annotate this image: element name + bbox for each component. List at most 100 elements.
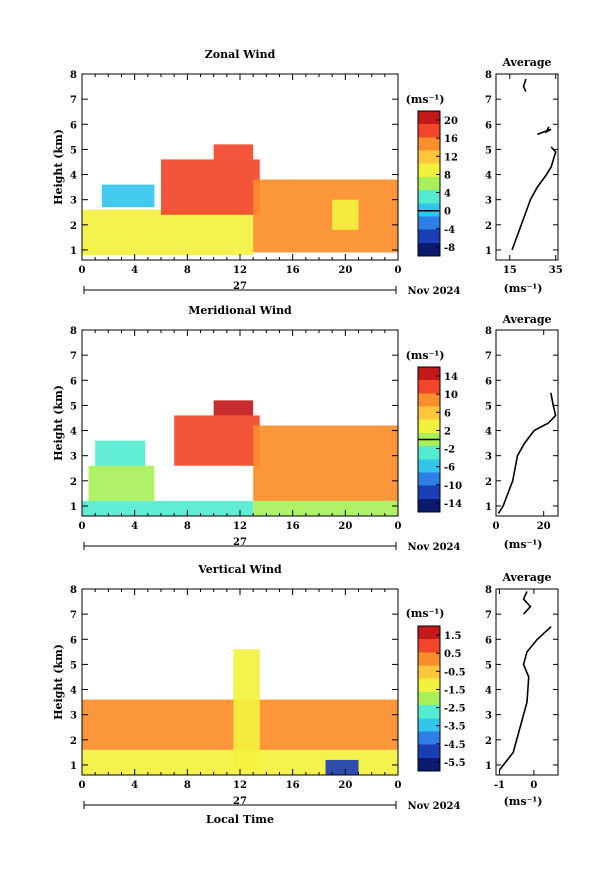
profile-y-tick-label: 5	[485, 145, 492, 156]
heatmap-cell	[253, 425, 398, 501]
profile-curve	[498, 626, 552, 771]
y-tick-label: 5	[70, 145, 77, 156]
profile-title: Average	[501, 313, 551, 326]
colorbar-tick-label: -0.5	[444, 667, 466, 678]
profile-y-tick-label: 7	[485, 610, 492, 621]
heatmap-cells	[82, 144, 398, 255]
colorbar-gradient	[417, 625, 441, 772]
profile-curve	[522, 591, 532, 615]
y-tick-label: 5	[70, 660, 77, 671]
colorbar-unit: (ms⁻¹)	[406, 349, 445, 362]
profile-curve	[537, 126, 552, 136]
heatmap-cell	[174, 415, 260, 466]
profile-frame	[495, 588, 559, 776]
colorbar-tick-label: 4	[444, 189, 451, 200]
profile-y-tick-label: 1	[485, 502, 492, 513]
colorbar-tick-label: 8	[444, 170, 451, 181]
colorbar-tick-label: 14	[444, 372, 458, 383]
x-tick-label: 0	[395, 780, 402, 791]
profile-x-tick-label: 20	[537, 521, 551, 532]
profile-title: Average	[501, 571, 551, 584]
heatmap-cells	[82, 400, 398, 516]
profile-y-tick-label: 5	[485, 660, 492, 671]
x-axis-label: Local Time	[206, 813, 274, 826]
y-tick-label: 6	[70, 376, 77, 387]
profile-plot: 1 2 3 4 5 6 7 8 15 35	[485, 70, 563, 276]
y-tick-label: 7	[70, 351, 77, 362]
colorbar-tick-label: -8	[444, 243, 455, 254]
y-tick-label: 4	[70, 427, 77, 438]
profile-y-tick-label: 8	[485, 326, 492, 337]
y-tick-label: 7	[70, 610, 77, 621]
y-tick-label: 7	[70, 95, 77, 106]
colorbar-tick-label: 0	[444, 207, 451, 218]
heatmap-cell	[101, 184, 155, 208]
heatmap-cell	[253, 500, 398, 516]
date-right-label: Nov 2024	[408, 542, 461, 553]
profile-y-tick-label: 3	[485, 196, 492, 207]
y-tick-label: 4	[70, 686, 77, 697]
heatmap-cell	[95, 440, 146, 466]
heatmap-cell	[82, 209, 254, 255]
colorbar-tick-label: -2.5	[444, 704, 466, 715]
profile-y-tick-label: 3	[485, 452, 492, 463]
heatmap-cell	[213, 400, 254, 416]
profile-y-tick-label: 8	[485, 70, 492, 81]
x-tick-label: 20	[338, 521, 352, 532]
profile-frame	[495, 73, 559, 261]
colorbar-tick-label: 10	[444, 390, 458, 401]
profile-title: Average	[501, 56, 551, 69]
y-axis-label: Height (km)	[52, 385, 65, 461]
x-tick-label: 12	[233, 265, 247, 276]
chart-title: Vertical Wind	[197, 563, 282, 576]
profile-curve	[522, 78, 527, 92]
y-tick-label: 5	[70, 401, 77, 412]
profile-xlabel: (ms⁻¹)	[504, 795, 543, 808]
x-tick-label: 0	[79, 780, 86, 791]
colorbar-tick-label: -2	[444, 445, 455, 456]
profile-curve	[497, 392, 557, 514]
date-label: 27	[233, 537, 247, 548]
date-axis-caps	[83, 286, 397, 294]
x-tick-label: 12	[233, 521, 247, 532]
colorbar-tick-label: 6	[444, 408, 451, 419]
y-tick-label: 8	[70, 326, 77, 337]
profile-frame	[495, 329, 559, 517]
x-tick-label: 8	[184, 265, 191, 276]
colorbar: 14 10 6 2 -2 -6 -10 -14	[417, 366, 462, 513]
chart-title: Meridional Wind	[188, 304, 292, 317]
colorbar-tick-label: 20	[444, 116, 458, 127]
heatmap-cell	[332, 199, 359, 230]
y-tick-label: 3	[70, 196, 77, 207]
x-tick-label: 12	[233, 780, 247, 791]
colorbar-tick-label: 16	[444, 134, 458, 145]
heatmap-cell	[161, 159, 260, 215]
profile-x-tick-label: 35	[549, 265, 563, 276]
heatmap-cell	[213, 144, 254, 160]
x-tick-label: 4	[131, 521, 138, 532]
profile-x-tick-label: -1	[494, 780, 505, 791]
profile-y-tick-label: 4	[485, 171, 492, 182]
y-tick-label: 8	[70, 585, 77, 596]
y-tick-label: 6	[70, 635, 77, 646]
profile-y-tick-label: 6	[485, 120, 492, 131]
y-tick-label: 8	[70, 70, 77, 81]
profile-y-tick-label: 2	[485, 477, 492, 488]
profile-x-tick-label: 0	[493, 521, 500, 532]
colorbar-tick-label: 1.5	[444, 631, 461, 642]
colorbar-tick-label: -10	[444, 481, 462, 492]
heatmap-cell	[325, 759, 359, 775]
heatmap-cell	[233, 649, 260, 770]
colorbar-tick-label: 0.5	[444, 649, 461, 660]
date-right-label: Nov 2024	[408, 286, 461, 297]
profile-y-tick-label: 1	[485, 761, 492, 772]
x-tick-label: 16	[286, 521, 300, 532]
x-tick-label: 20	[338, 780, 352, 791]
x-tick-label: 0	[395, 265, 402, 276]
profile-curve	[511, 146, 557, 251]
y-axis-label: Height (km)	[52, 644, 65, 720]
colorbar-tick-label: -4	[444, 225, 455, 236]
profile-y-tick-label: 2	[485, 736, 492, 747]
